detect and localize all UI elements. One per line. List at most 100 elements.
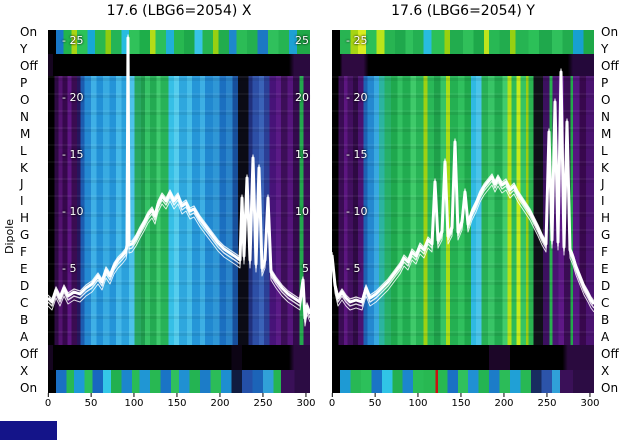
- row-label: Y: [601, 41, 609, 56]
- row-labels-left: On Y Off P O N M L K J I H G F E D C B A…: [20, 26, 46, 394]
- row-label: C: [601, 296, 610, 310]
- row-label: Off: [601, 58, 619, 73]
- row-label: G: [20, 228, 30, 243]
- x-tick-label: 250: [253, 398, 273, 409]
- row-label: On: [601, 380, 619, 395]
- x-tick-label: 100: [124, 398, 144, 409]
- row-label: N: [20, 109, 29, 124]
- y-tick: 25: [295, 34, 309, 47]
- x-tick-label: 0: [328, 398, 336, 409]
- x-tick: 150: [451, 393, 471, 409]
- tick-mark: [460, 393, 462, 397]
- y-tick: - 20: [62, 91, 84, 104]
- loss-trace-overlay-y: [332, 68, 594, 313]
- row-label: E: [601, 262, 609, 277]
- heatmap-panel-x: - 25 - 20 - 15 - 10 - 5 25 20 15 10 5: [48, 30, 310, 393]
- row-label: J: [601, 177, 605, 192]
- y-tick: - 25: [346, 34, 368, 47]
- panel-title-x: 17.6 (LBG6=2054) X: [106, 3, 252, 19]
- y-tick: 5: [302, 262, 309, 275]
- row-label: Off: [601, 346, 619, 361]
- row-label: J: [20, 177, 24, 192]
- heatmap-strip-bottom-y: [332, 370, 594, 393]
- row-label: K: [20, 160, 28, 175]
- y-tick: - 20: [346, 91, 368, 104]
- y-tick: - 15: [62, 148, 84, 161]
- y-tick: 15: [295, 148, 309, 161]
- x-tick: 150: [167, 393, 187, 409]
- x-tick: 50: [368, 393, 382, 409]
- row-label: H: [20, 211, 30, 226]
- tick-mark: [374, 393, 376, 397]
- tick-mark: [417, 393, 419, 397]
- x-axis-panel-x: 0 50 100 150 200 250 300: [45, 393, 316, 415]
- x-tick: 250: [537, 393, 557, 409]
- off-band-bottom-x: [48, 345, 310, 370]
- tick-mark: [589, 393, 591, 397]
- row-label: Y: [20, 41, 28, 56]
- x-tick-label: 50: [84, 398, 98, 409]
- row-label: M: [601, 126, 612, 141]
- row-label: On: [20, 380, 38, 395]
- x-tick: 200: [210, 393, 230, 409]
- row-label: G: [601, 228, 611, 243]
- row-label: B: [601, 312, 610, 327]
- row-label: E: [20, 262, 28, 277]
- x-tick: 50: [84, 393, 98, 409]
- row-label: A: [20, 329, 29, 344]
- y-tick: 20: [295, 91, 309, 104]
- heatmap-panel-y: - 25 - 20 - 15 - 10 - 5: [332, 30, 594, 393]
- row-label: L: [20, 143, 27, 158]
- x-tick-label: 150: [167, 398, 187, 409]
- x-tick-label: 200: [210, 398, 230, 409]
- y-tick: - 10: [346, 205, 368, 218]
- row-label: P: [20, 75, 28, 90]
- x-tick: 250: [253, 393, 273, 409]
- row-label: On: [601, 25, 619, 39]
- row-label: N: [601, 109, 610, 124]
- row-labels-right: On Y Off P O N M L K J I H G F E D C B A…: [601, 26, 635, 394]
- x-tick-label: 0: [44, 398, 52, 409]
- x-tick: 100: [124, 393, 144, 409]
- y-tick: - 5: [346, 262, 361, 275]
- row-label: K: [601, 160, 609, 175]
- heatmap-strip-top-x: [48, 30, 310, 54]
- off-band-top-y: [332, 54, 594, 76]
- row-label: F: [20, 245, 27, 260]
- row-label: On: [20, 25, 38, 39]
- x-tick-label: 250: [537, 398, 557, 409]
- x-axis-panel-y: 0 50 100 150 200 250 300: [328, 393, 600, 415]
- row-label: O: [20, 92, 30, 107]
- y-tick: 10: [295, 205, 309, 218]
- row-label: P: [601, 75, 609, 90]
- off-band-top-x: [48, 54, 310, 76]
- row-label: L: [601, 143, 608, 158]
- y-tick: - 5: [62, 262, 77, 275]
- row-label: M: [20, 126, 31, 141]
- x-tick-label: 200: [494, 398, 514, 409]
- row-label: I: [601, 194, 605, 209]
- row-label: Off: [20, 58, 38, 73]
- x-tick-label: 300: [296, 398, 316, 409]
- x-tick-label: 100: [408, 398, 428, 409]
- row-label: O: [601, 92, 611, 107]
- tick-mark: [176, 393, 178, 397]
- tick-mark: [331, 393, 333, 397]
- tick-mark: [546, 393, 548, 397]
- row-label: B: [20, 312, 29, 327]
- x-tick-label: 150: [451, 398, 471, 409]
- row-label: H: [601, 211, 611, 226]
- row-label: I: [20, 194, 24, 209]
- row-label: Off: [20, 346, 38, 361]
- x-tick: 200: [494, 393, 514, 409]
- y-tick: - 25: [62, 34, 84, 47]
- window-fragment: [0, 421, 57, 440]
- x-tick-label: 300: [580, 398, 600, 409]
- x-tick: 0: [45, 393, 51, 409]
- y-tick: - 10: [62, 205, 84, 218]
- x-tick-label: 50: [368, 398, 382, 409]
- off-band-bottom-y: [332, 345, 594, 370]
- tick-mark: [262, 393, 264, 397]
- tick-mark: [503, 393, 505, 397]
